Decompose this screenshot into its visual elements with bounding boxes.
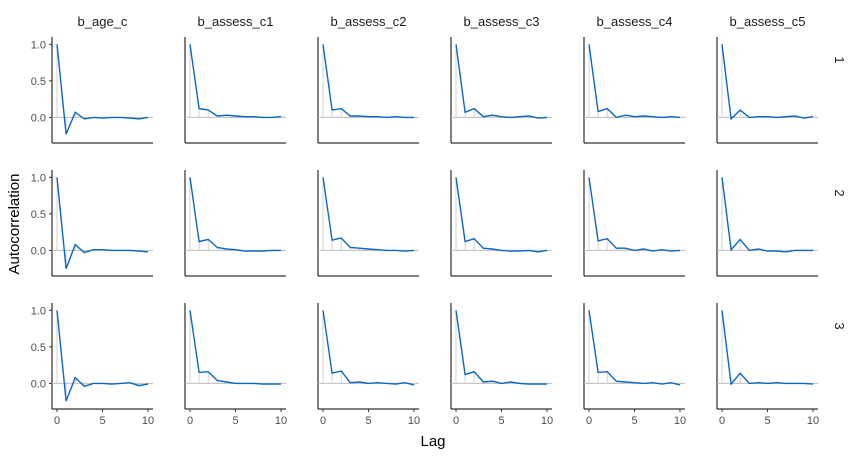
- x-tick-label: 5: [764, 415, 770, 427]
- acf-line: [56, 310, 149, 402]
- y-tick-label: 1.0: [31, 39, 46, 51]
- acf-line: [721, 44, 814, 121]
- panel-b_assess_c3-3: 0 5 10: [450, 303, 553, 427]
- acf-line: [56, 177, 149, 269]
- acf-line: [322, 44, 414, 119]
- panel-b_age_c-3: 1.0 0.5 0.0 0 5 10: [31, 303, 154, 427]
- panel-b_assess_c3-2: [450, 170, 552, 277]
- strip-label-b_assess_c5: b_assess_c5: [730, 14, 806, 29]
- x-tick-label: 10: [275, 415, 287, 427]
- panel-b_age_c-2: 1.0 0.5 0.0: [31, 170, 153, 277]
- acf-line: [588, 177, 681, 252]
- acf-line: [588, 44, 681, 119]
- acf-line: [721, 310, 814, 386]
- panel-b_assess_c5-1: [716, 37, 818, 144]
- panel-b_assess_c1-2: [184, 170, 286, 277]
- acf-line: [455, 44, 548, 119]
- strip-label-row-3: 3: [832, 322, 847, 329]
- x-tick-label: 0: [54, 415, 60, 427]
- panel-b_assess_c3-1: [450, 37, 552, 144]
- x-tick-label: 10: [408, 415, 420, 427]
- y-tick-label: 1.0: [31, 305, 46, 317]
- panel-b_assess_c2-1: [317, 37, 419, 144]
- y-tick-label: 0.0: [31, 378, 46, 390]
- acf-line: [721, 177, 813, 253]
- panel-b_assess_c2-3: 0 5 10: [317, 303, 420, 427]
- acf-line: [455, 310, 547, 385]
- x-tick-label: 0: [586, 415, 592, 427]
- strip-label-row-1: 1: [832, 56, 847, 63]
- acf-line: [56, 44, 149, 135]
- panel-b_age_c-1: 1.0 0.5 0.0: [31, 37, 153, 144]
- x-tick-label: 5: [365, 415, 371, 427]
- panel-b_assess_c5-2: [716, 170, 818, 277]
- panel-b_assess_c4-3: 0 5 10: [583, 303, 686, 427]
- acf-line: [588, 310, 681, 386]
- x-tick-label: 10: [674, 415, 686, 427]
- x-tick-label: 10: [807, 415, 819, 427]
- panel-b_assess_c4-1: [583, 37, 685, 144]
- acf-line: [189, 310, 281, 385]
- acf-line: [322, 177, 415, 252]
- x-tick-label: 0: [320, 415, 326, 427]
- y-tick-label: 1.0: [31, 172, 46, 184]
- y-axis-title: Autocorrelation: [6, 174, 23, 275]
- strip-label-b_age_c: b_age_c: [78, 14, 128, 29]
- panel-b_assess_c5-3: 0 5 10: [716, 303, 819, 427]
- strip-label-b_assess_c2: b_assess_c2: [331, 14, 407, 29]
- strip-label-b_assess_c1: b_assess_c1: [198, 14, 274, 29]
- acf-line: [455, 177, 548, 253]
- y-tick-label: 0.5: [31, 209, 46, 221]
- x-tick-label: 0: [719, 415, 725, 427]
- acf-line: [189, 44, 282, 119]
- x-tick-label: 5: [232, 415, 238, 427]
- y-tick-label: 0.0: [31, 112, 46, 124]
- y-tick-label: 0.0: [31, 245, 46, 257]
- row-strip-labels: 1 2 3: [832, 56, 847, 329]
- acf-line: [189, 177, 281, 252]
- x-tick-label: 0: [187, 415, 193, 427]
- strip-label-b_assess_c3: b_assess_c3: [464, 14, 540, 29]
- acf-line: [322, 310, 415, 386]
- x-tick-label: 10: [541, 415, 553, 427]
- column-strip-labels: b_age_c b_assess_c1 b_assess_c2 b_assess_c3…: [78, 14, 806, 29]
- strip-label-b_assess_c4: b_assess_c4: [597, 14, 673, 29]
- x-axis-title: Lag: [420, 433, 445, 450]
- strip-label-row-2: 2: [832, 189, 847, 196]
- x-tick-label: 0: [453, 415, 459, 427]
- x-tick-label: 5: [631, 415, 637, 427]
- x-tick-label: 10: [142, 415, 154, 427]
- y-tick-label: 0.5: [31, 76, 46, 88]
- x-tick-label: 5: [99, 415, 105, 427]
- x-tick-label: 5: [498, 415, 504, 427]
- panel-b_assess_c1-3: 0 5 10: [184, 303, 287, 427]
- panel-b_assess_c4-2: [583, 170, 685, 277]
- panel-b_assess_c2-2: [317, 170, 419, 277]
- panel-b_assess_c1-1: [184, 37, 286, 144]
- panel-grid: 1.00.50.01.00.50.01.00.50.00 5 10 0 5 10 0 5 10 0…: [31, 37, 819, 427]
- y-tick-label: 0.5: [31, 342, 46, 354]
